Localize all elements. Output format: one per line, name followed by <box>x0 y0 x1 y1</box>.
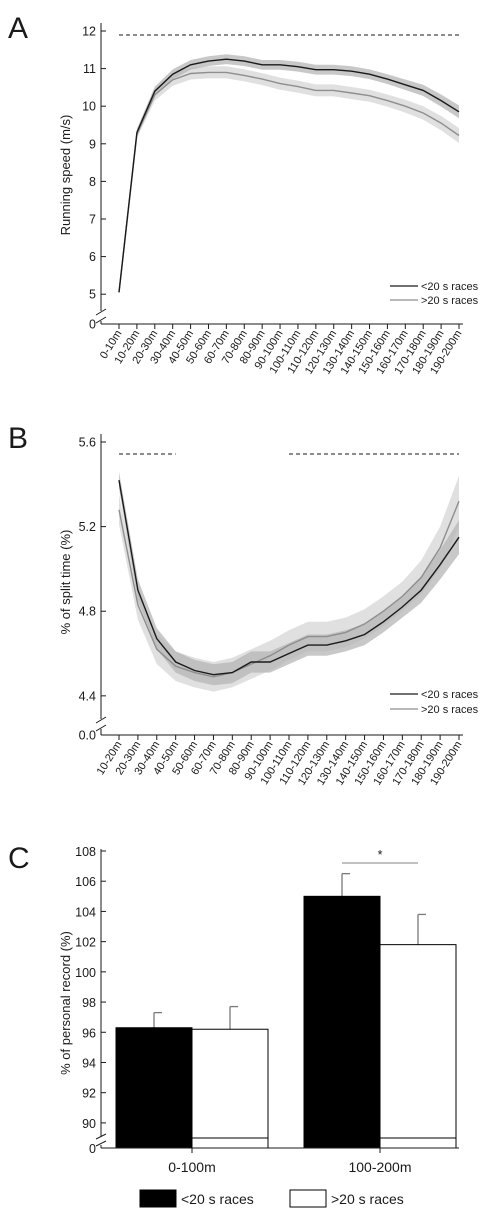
panel-c-bar-stub <box>191 1137 269 1149</box>
panel-a-series-line-1 <box>118 58 460 293</box>
panel-c-bar-1-0-100m <box>115 1027 193 1139</box>
panel-b-y-ticks: 4.4 4.8 5.2 5.6 0.0 <box>79 436 106 743</box>
panel-a-y-axis-title: Running speed (m/s) <box>58 115 73 236</box>
panel-c-bars <box>115 873 457 1149</box>
panel-b-y-tick-label: 5.6 <box>79 436 96 450</box>
panel-c-y-tick-label: 102 <box>75 936 96 950</box>
panel-c-bar-2-0-100m <box>191 1028 269 1139</box>
panel-b-y-tick-label: 4.4 <box>79 689 96 703</box>
panel-b-axis-break-mark <box>95 724 107 732</box>
panel-a-letter: A <box>8 12 28 45</box>
panel-b-y-tick-label: 4.8 <box>79 605 96 619</box>
panel-a-axis-break-mark <box>95 308 107 316</box>
panel-c-bar-1-100-200m <box>303 895 381 1139</box>
panel-b-bands <box>119 471 459 692</box>
panel-c-bar-2-100-200m <box>379 944 457 1139</box>
panel-a-axes <box>95 23 463 325</box>
panel-b-y-tick-label: 5.2 <box>79 520 96 534</box>
panel-b-y-tick-label: 0.0 <box>79 729 96 743</box>
panel-c-y-tick-label: 108 <box>75 845 96 859</box>
panel-b-lines <box>118 479 460 678</box>
panel-b-legend-label-1: <20 s races <box>421 689 479 701</box>
panel-c-y-tick-label: 100 <box>75 966 96 980</box>
panel-c-legend-label-2: >20 s races <box>331 1191 404 1207</box>
panel-c-y-tick-label: 0 <box>89 1142 96 1156</box>
panel-c-bar-stub <box>115 1137 193 1149</box>
panel-c-y-tick-label: 92 <box>82 1087 96 1101</box>
panel-a-bands <box>119 54 459 293</box>
panel-a-y-tick-label: 10 <box>82 100 96 114</box>
panel-b-axis-break-mark <box>95 716 107 724</box>
panel-a-legend: <20 s races >20 s races <box>390 281 479 307</box>
panel-c-axes <box>95 849 459 1149</box>
panel-a-band-2 <box>119 66 459 293</box>
panel-c-x-label: 0-100m <box>168 1159 215 1175</box>
panel-a-y-tick-label: 7 <box>89 213 96 227</box>
panel-a-axis-break-mark <box>95 316 107 324</box>
panel-a-y-ticks: 5 6 7 8 9 10 11 12 0 <box>82 25 106 332</box>
panel-c-y-axis-title: % of personal record (%) <box>58 931 73 1075</box>
panel-c-legend-swatch-2 <box>289 1189 327 1208</box>
panel-a-y-tick-label: 5 <box>89 288 96 302</box>
panel-c-y-tick-label: 94 <box>82 1056 96 1070</box>
panel-a-y-tick-label: 12 <box>82 25 96 39</box>
panel-b-x-ticks: 10-20m20-30m30-40m40-50m50-60m60-70m70-8… <box>95 735 465 788</box>
panel-a-y-tick-label: 0 <box>89 318 96 332</box>
panel-c-letter: C <box>8 842 30 875</box>
panel-a-x-ticks: 0-10m10-20m20-30m30-40m40-50m50-60m60-70… <box>98 324 465 377</box>
panel-c-axis-break-mark <box>95 1133 107 1140</box>
panel-c-y-tick-label: 104 <box>75 905 96 919</box>
panel-a-lines <box>118 58 460 293</box>
panel-b-letter: B <box>8 422 28 455</box>
panel-c-significance-star: * <box>378 848 383 862</box>
panel-a-legend-label-2: >20 s races <box>421 295 479 307</box>
panel-a-legend-label-1: <20 s races <box>421 281 479 293</box>
panel-c-y-tick-label: 96 <box>82 1026 96 1040</box>
panel-a-series-line-2 <box>118 71 460 293</box>
panel-a-y-tick-label: 9 <box>89 137 96 151</box>
panel-c-legend-swatch-1 <box>139 1189 177 1208</box>
panel-c-y-tick-label: 90 <box>82 1117 96 1131</box>
panel-c-x-label: 100-200m <box>348 1159 411 1175</box>
panel-c-x-labels: 0-100m 100-200m <box>168 1148 412 1175</box>
panel-c-legend-label-1: <20 s races <box>181 1191 254 1207</box>
panel-c-y-ticks: 90 92 94 96 98 100 102 104 106 108 0 <box>75 845 106 1156</box>
panel-a-y-tick-label: 6 <box>89 250 96 264</box>
panel-c-bar-stub <box>303 1137 381 1149</box>
panel-a-y-tick-label: 11 <box>83 62 96 76</box>
panel-c-significance: * <box>342 848 418 864</box>
panel-a-y-tick-label: 8 <box>89 175 96 189</box>
panel-b-legend: <20 s races >20 s races <box>390 689 479 716</box>
panel-b: B 4.4 4.8 5.2 5.6 0.0 10-20m20-30m30-40m40-5… <box>8 422 479 788</box>
panel-c-axis-break-mark <box>95 1140 107 1147</box>
panel-a: A 5 6 7 8 9 10 11 12 0 0-10m10-20m20-30m30-40m40… <box>8 12 479 377</box>
panel-c-y-tick-label: 98 <box>82 996 96 1010</box>
panel-c: C 90 92 94 96 98 100 102 104 106 108 0 0-100m 100-2… <box>8 842 459 1208</box>
panel-c-legend: <20 s races >20 s races <box>139 1189 404 1208</box>
panel-b-legend-label-2: >20 s races <box>421 704 479 716</box>
panel-c-y-tick-label: 106 <box>75 875 96 889</box>
panel-b-y-axis-title: % of split time (%) <box>58 530 73 635</box>
panel-b-band-1 <box>119 471 459 686</box>
panel-c-bar-stub <box>379 1137 457 1149</box>
